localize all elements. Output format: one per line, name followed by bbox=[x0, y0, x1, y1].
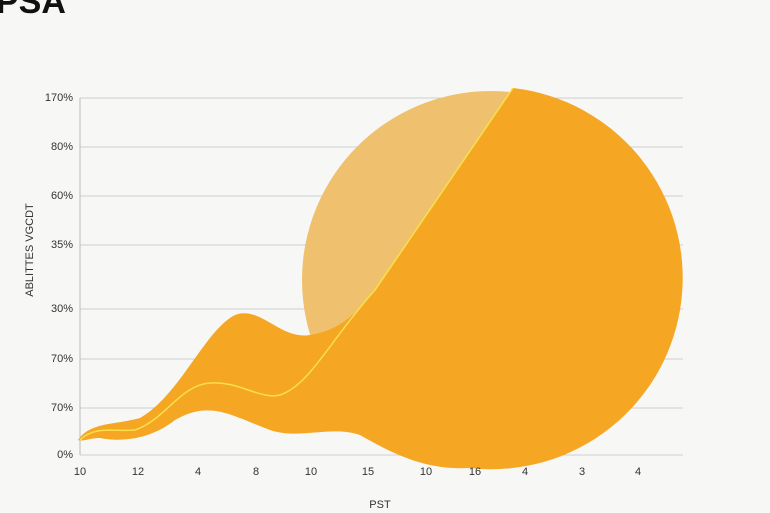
x-tick-label: 15 bbox=[362, 466, 374, 478]
x-tick-label: 12 bbox=[132, 466, 144, 478]
y-tick-label: 70% bbox=[51, 353, 73, 365]
x-tick-label: 16 bbox=[469, 466, 481, 478]
area-shape bbox=[78, 88, 683, 470]
x-tick-label: 10 bbox=[305, 466, 317, 478]
y-tick-label: 30% bbox=[51, 303, 73, 315]
y-tick-label: 170% bbox=[45, 92, 73, 104]
y-tick-label: 35% bbox=[51, 239, 73, 251]
ticks: 0% 70% 70% 30% 35% 60% 80% 170% 10 12 4 8 10 15 10 16 4 3… bbox=[45, 92, 641, 478]
y-tick-label: 60% bbox=[51, 190, 73, 202]
x-tick-label: 10 bbox=[74, 466, 86, 478]
chart-title: PSA bbox=[0, 0, 66, 21]
y-axis-label: ABLITTES VGCDT bbox=[24, 203, 36, 297]
y-tick-label: 0% bbox=[57, 449, 73, 461]
y-tick-label: 80% bbox=[51, 141, 73, 153]
trend-line bbox=[79, 87, 514, 441]
x-tick-label: 10 bbox=[420, 466, 432, 478]
x-axis-label: PST bbox=[369, 499, 391, 511]
x-tick-label: 4 bbox=[522, 466, 528, 478]
x-tick-label: 3 bbox=[579, 466, 585, 478]
y-tick-label: 70% bbox=[51, 402, 73, 414]
x-tick-label: 8 bbox=[253, 466, 259, 478]
x-tick-label: 4 bbox=[635, 466, 641, 478]
x-tick-label: 4 bbox=[195, 466, 201, 478]
